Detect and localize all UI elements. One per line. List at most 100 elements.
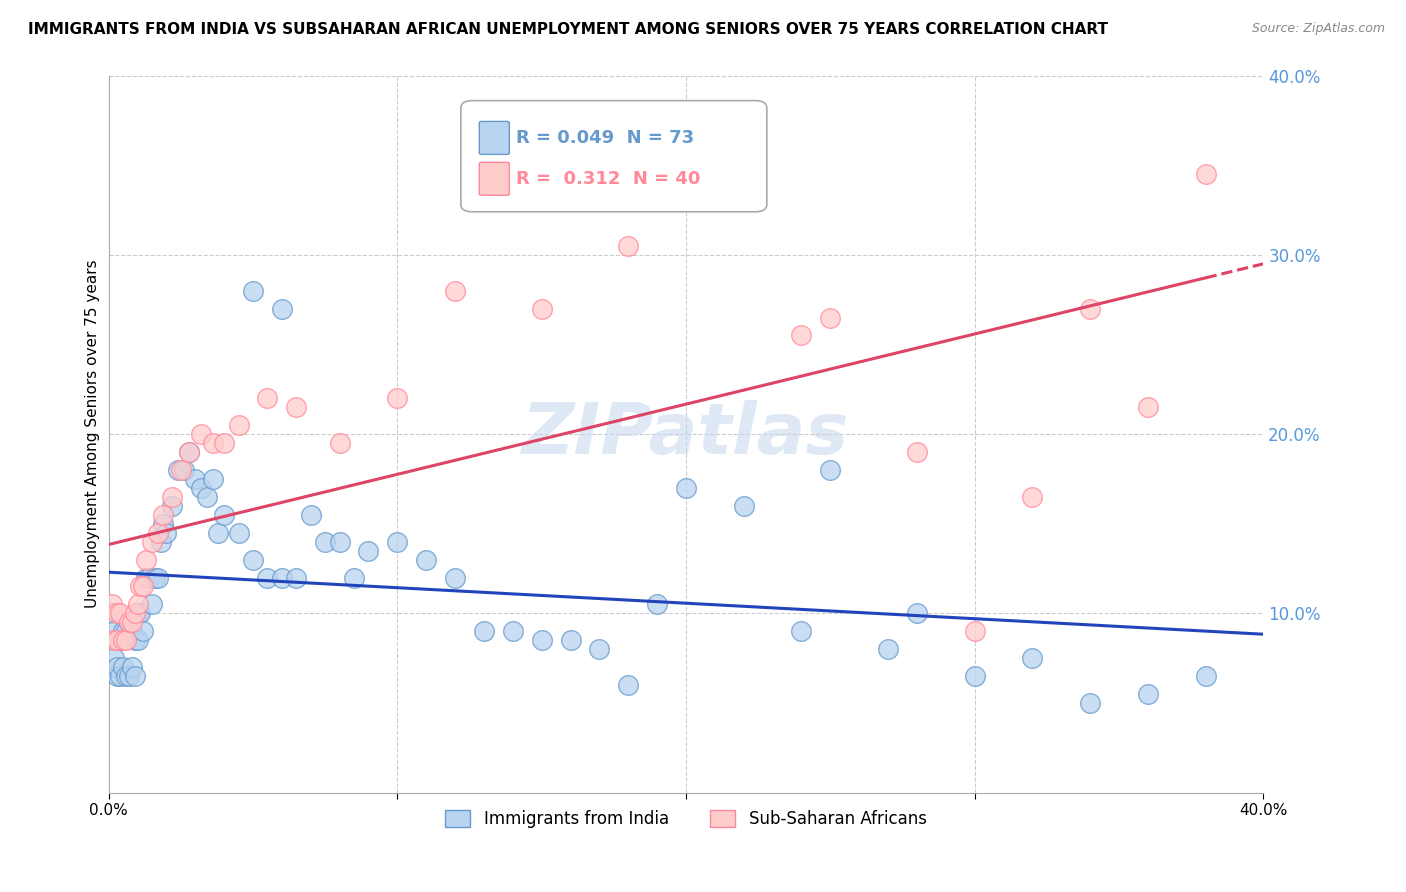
Point	[201, 472, 224, 486]
Point	[329, 534, 352, 549]
Point	[118, 669, 141, 683]
Point	[1136, 687, 1159, 701]
Point	[121, 660, 143, 674]
Point	[1021, 651, 1043, 665]
Point	[167, 463, 190, 477]
Point	[270, 570, 292, 584]
Point	[228, 525, 250, 540]
Point	[314, 534, 336, 549]
Point	[103, 624, 125, 639]
Point	[256, 570, 278, 584]
Point	[963, 624, 986, 639]
Point	[1136, 400, 1159, 414]
Point	[530, 301, 553, 316]
Point	[129, 607, 152, 621]
Point	[387, 534, 409, 549]
Point	[108, 669, 131, 683]
Point	[242, 552, 264, 566]
Point	[242, 284, 264, 298]
Point	[124, 607, 146, 621]
Point	[170, 463, 193, 477]
Point	[127, 633, 149, 648]
Point	[100, 598, 122, 612]
Point	[299, 508, 322, 522]
Point	[905, 445, 928, 459]
Point	[143, 570, 166, 584]
Point	[149, 534, 172, 549]
Point	[207, 525, 229, 540]
Point	[160, 490, 183, 504]
Point	[115, 669, 138, 683]
Point	[190, 481, 212, 495]
Point	[118, 615, 141, 630]
Point	[115, 624, 138, 639]
Point	[270, 301, 292, 316]
Point	[105, 669, 128, 683]
Point	[201, 436, 224, 450]
Point	[790, 624, 813, 639]
Point	[820, 463, 842, 477]
Point	[112, 660, 135, 674]
Point	[415, 552, 437, 566]
Point	[212, 508, 235, 522]
Point	[132, 624, 155, 639]
Point	[1021, 490, 1043, 504]
Point	[790, 328, 813, 343]
Point	[105, 633, 128, 648]
Point	[877, 642, 900, 657]
Point	[115, 633, 138, 648]
Point	[387, 391, 409, 405]
FancyBboxPatch shape	[479, 162, 509, 195]
Point	[228, 418, 250, 433]
FancyBboxPatch shape	[461, 101, 766, 211]
Point	[703, 149, 725, 163]
Point	[285, 400, 308, 414]
Text: ZIPatlas: ZIPatlas	[522, 400, 849, 468]
Point	[141, 534, 163, 549]
Point	[118, 615, 141, 630]
Point	[733, 499, 755, 513]
Text: Source: ZipAtlas.com: Source: ZipAtlas.com	[1251, 22, 1385, 36]
Point	[1194, 669, 1216, 683]
Point	[212, 436, 235, 450]
Point	[184, 472, 207, 486]
Text: R =  0.312  N = 40: R = 0.312 N = 40	[516, 169, 700, 188]
Point	[103, 651, 125, 665]
Point	[155, 525, 177, 540]
Point	[179, 445, 201, 459]
Point	[963, 669, 986, 683]
Point	[121, 624, 143, 639]
Point	[127, 607, 149, 621]
Text: IMMIGRANTS FROM INDIA VS SUBSAHARAN AFRICAN UNEMPLOYMENT AMONG SENIORS OVER 75 Y: IMMIGRANTS FROM INDIA VS SUBSAHARAN AFRI…	[28, 22, 1108, 37]
Point	[127, 598, 149, 612]
Point	[105, 607, 128, 621]
Point	[152, 516, 174, 531]
Point	[1194, 167, 1216, 181]
Point	[588, 642, 610, 657]
Point	[329, 436, 352, 450]
Point	[103, 633, 125, 648]
Point	[820, 310, 842, 325]
Point	[502, 624, 524, 639]
Point	[135, 570, 157, 584]
Point	[444, 570, 467, 584]
Point	[617, 239, 640, 253]
Point	[530, 633, 553, 648]
Point	[100, 607, 122, 621]
Point	[173, 463, 195, 477]
Point	[343, 570, 366, 584]
Legend: Immigrants from India, Sub-Saharan Africans: Immigrants from India, Sub-Saharan Afric…	[439, 803, 934, 835]
Point	[146, 570, 169, 584]
Point	[105, 633, 128, 648]
Point	[112, 624, 135, 639]
Point	[146, 525, 169, 540]
Point	[138, 570, 160, 584]
Point	[675, 481, 697, 495]
Point	[129, 579, 152, 593]
Y-axis label: Unemployment Among Seniors over 75 years: Unemployment Among Seniors over 75 years	[86, 260, 100, 608]
Point	[1078, 301, 1101, 316]
Point	[105, 660, 128, 674]
Point	[357, 543, 380, 558]
Point	[124, 633, 146, 648]
Point	[285, 570, 308, 584]
